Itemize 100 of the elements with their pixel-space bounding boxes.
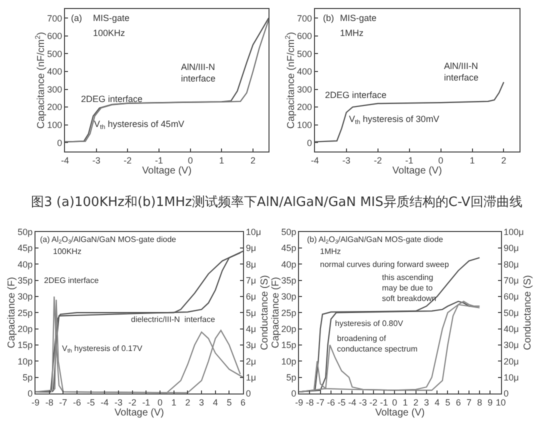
x-tick-label: -2	[374, 155, 382, 166]
x-tick-label: -4	[100, 397, 109, 408]
annotation: 2DEG interface	[325, 90, 387, 100]
y-axis-title: Capacitance (F)	[270, 277, 282, 348]
y2-tick-label: 0	[246, 388, 251, 399]
y2-tick-label: 3μ	[246, 340, 256, 350]
y-tick-label: 15p	[18, 340, 33, 350]
y2-tick-label: 0	[504, 388, 509, 399]
annotation: AlN/III-N interface	[181, 62, 216, 84]
x-tick-label: -5	[338, 397, 346, 408]
y-tick-label: 50p	[281, 226, 296, 237]
x-tick-label: 2	[501, 155, 506, 166]
x-tick-label: -2	[124, 155, 132, 166]
x-tick-label: -5	[86, 397, 95, 408]
y-tick-label: 30p	[281, 292, 296, 302]
x-tick-label: 10	[496, 397, 506, 408]
x-tick-label: -6	[72, 397, 81, 408]
y-tick-label: 30p	[18, 292, 33, 302]
annotation: dielectric/III-N interface	[131, 315, 216, 324]
y-axis-title: Capacitance (F)	[6, 277, 18, 348]
y-tick-label: 50p	[18, 226, 33, 237]
x-tick-label: -7	[59, 397, 68, 408]
x-tick-label: -4	[310, 155, 319, 166]
x-axis-title: Voltage (V)	[392, 165, 442, 176]
y2-tick-label: 30μ	[504, 340, 519, 350]
y-tick-label: 500	[47, 48, 62, 59]
x-tick-label: -1	[405, 155, 414, 166]
x-axis-title: Voltage (V)	[375, 407, 425, 418]
x-tick-label: 0	[188, 155, 193, 166]
x-tick-label: 3	[424, 397, 430, 408]
y2-tick-label: 40μ	[504, 324, 519, 334]
y2-axis-title: Conductance (S)	[260, 275, 271, 350]
y-tick-label: 200	[297, 102, 312, 112]
y2-tick-label: 5μ	[246, 308, 256, 318]
y-tick-label: 700	[47, 13, 62, 24]
x-tick-label: 3	[199, 397, 204, 408]
x-tick-label: 2	[250, 155, 256, 166]
x-tick-label: -2	[369, 397, 378, 408]
x-tick-label: -7	[316, 397, 324, 408]
annotation: V$_{th}$ hysteresis of 0.17V	[62, 344, 143, 355]
x-tick-label: -1	[380, 397, 388, 408]
annotation: normal curves during forward sweep	[320, 260, 450, 269]
y-tick-label: 10p	[281, 356, 296, 366]
y2-tick-label: 8μ	[246, 259, 256, 270]
y2-tick-label: 70μ	[504, 275, 519, 286]
x-tick-label: 4	[434, 397, 440, 408]
annotation: hysteresis of 0.80V	[335, 319, 404, 328]
y-tick-label: 25p	[281, 308, 296, 318]
y2-tick-label: 7μ	[246, 275, 256, 286]
y-tick-label: 35p	[18, 275, 33, 286]
x-tick-label: 1	[402, 397, 408, 408]
y2-tick-label: 2μ	[246, 356, 256, 366]
y2-tick-label: 10μ	[504, 372, 519, 382]
x-tick-label: -4	[348, 397, 356, 408]
x-tick-label: -3	[114, 397, 123, 408]
x-tick-label: 2	[185, 397, 190, 408]
x-tick-label: 8	[477, 397, 482, 408]
y2-tick-label: 6μ	[246, 292, 256, 302]
y-tick-label: 500	[297, 48, 312, 59]
y2-tick-label: 10μ	[246, 226, 262, 237]
y-tick-label: 20p	[18, 324, 33, 334]
x-tick-label: -6	[326, 397, 335, 408]
annotation: AlN/III-N interface	[444, 61, 479, 83]
y-tick-label: 300	[297, 84, 312, 94]
y-tick-label: 400	[47, 66, 62, 77]
x-tick-label: 5	[445, 397, 450, 408]
y-tick-label: 0	[57, 138, 62, 148]
y-tick-label: 20p	[281, 324, 296, 334]
annotation: MIS-gate	[340, 13, 377, 23]
x-tick-label: 6	[456, 397, 461, 408]
y2-tick-label: 4μ	[246, 324, 256, 334]
annotation: broadening of conductance spectrum	[337, 334, 418, 354]
x-tick-label: 1	[219, 155, 224, 166]
x-tick-label: 5	[226, 397, 232, 408]
y-tick-label: 300	[47, 84, 62, 94]
y2-tick-label: 60μ	[504, 292, 519, 302]
annotation: (a) Al$_{2}$O$_{3}$/AlGaN/GaN MOS-gate diode	[40, 235, 177, 246]
annotation: (b)	[323, 13, 334, 23]
y-tick-label: 0	[291, 388, 296, 399]
y-tick-label: 100	[297, 120, 312, 130]
annotation: 2DEG interface	[81, 94, 143, 104]
y-tick-label: 5p	[286, 372, 296, 382]
y-tick-label: 400	[297, 66, 312, 77]
annotation: this ascending may be due to soft breakdown	[382, 273, 436, 303]
y-tick-label: 25p	[18, 308, 33, 318]
y-tick-label: 45p	[18, 243, 33, 254]
y2-tick-label: 1μ	[246, 372, 256, 382]
x-tick-label: -9	[295, 397, 304, 408]
y-tick-label: 200	[47, 102, 62, 112]
x-tick-label: 0	[392, 397, 398, 408]
annotation: 100KHz	[53, 247, 82, 256]
annotation: 100KHz	[93, 28, 126, 38]
x-tick-label: -4	[60, 155, 69, 166]
x-tick-label: 1	[171, 397, 176, 408]
y-tick-label: 700	[297, 13, 312, 24]
x-tick-label: 9	[488, 397, 493, 408]
y2-tick-label: 20μ	[504, 356, 519, 366]
y-tick-label: 0	[28, 388, 33, 399]
x-tick-label: -8	[45, 397, 54, 408]
y2-tick-label: 90μ	[504, 243, 519, 254]
